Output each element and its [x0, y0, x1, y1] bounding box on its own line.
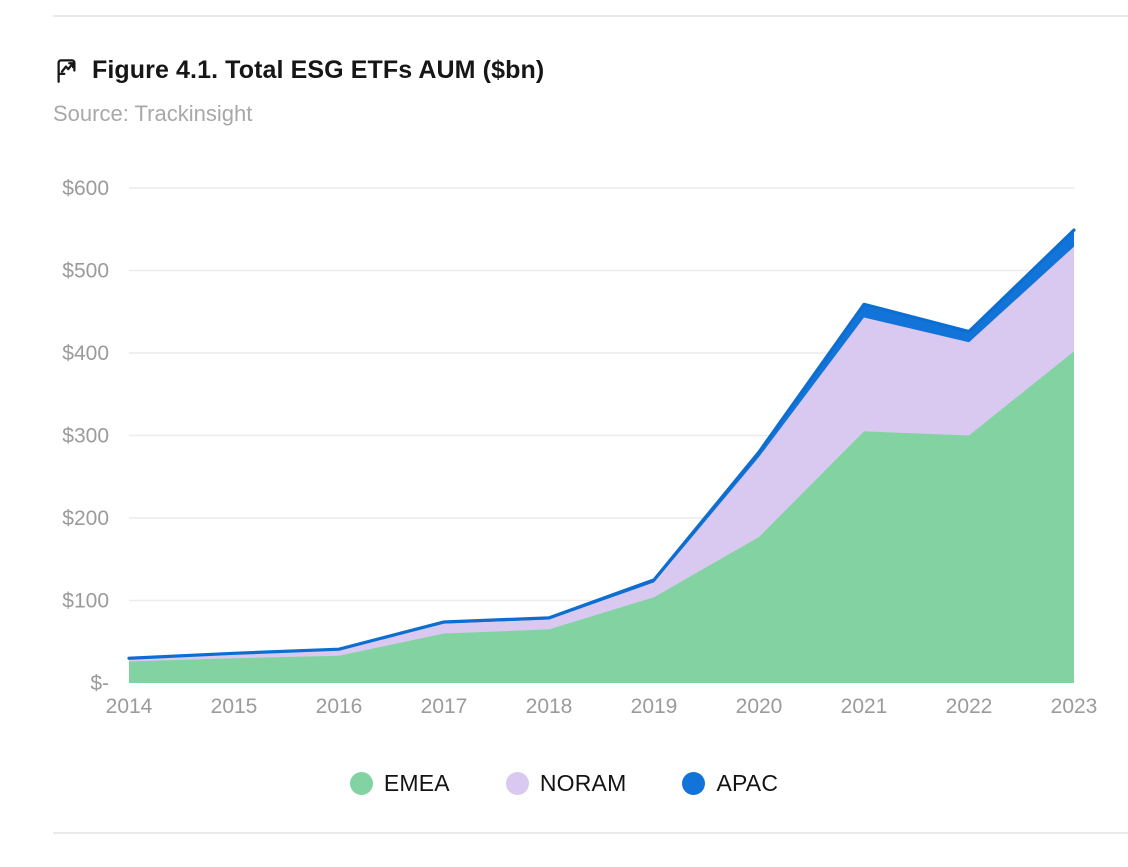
legend-item-noram: NORAM [505, 770, 627, 797]
bottom-divider [53, 832, 1128, 834]
chart-header: Figure 4.1. Total ESG ETFs AUM ($bn) [53, 56, 544, 85]
x-tick-label: 2020 [736, 695, 783, 718]
page-title: Figure 4.1. Total ESG ETFs AUM ($bn) [92, 56, 545, 84]
y-tick-label: $100 [62, 590, 109, 613]
x-tick-label: 2022 [946, 695, 993, 718]
chart-source: Source: Trackinsight [53, 101, 253, 126]
chart-legend: EMEA NORAM APAC [0, 770, 1128, 797]
legend-label: APAC [716, 770, 779, 796]
legend-item-emea: EMEA [349, 770, 450, 797]
x-tick-label: 2019 [631, 695, 678, 718]
x-tick-label: 2021 [841, 695, 888, 718]
flag-chart-icon [57, 59, 76, 83]
legend-dot-apac [682, 772, 706, 795]
legend-dot-noram [505, 772, 529, 795]
x-tick-label: 2018 [526, 695, 573, 718]
x-tick-label: 2015 [211, 695, 258, 718]
y-tick-label: $500 [62, 260, 109, 283]
area-emea [129, 351, 1074, 683]
legend-dot-emea [349, 772, 373, 795]
legend-label: EMEA [383, 770, 450, 796]
y-tick-label: $300 [62, 425, 109, 448]
y-tick-label: $- [90, 672, 109, 695]
x-tick-label: 2023 [1051, 695, 1098, 718]
y-tick-label: $200 [62, 507, 109, 530]
legend-label: NORAM [539, 770, 627, 796]
x-tick-label: 2017 [421, 695, 468, 718]
y-tick-label: $600 [62, 177, 109, 200]
x-tick-label: 2016 [316, 695, 363, 718]
total-line [127, 228, 1076, 660]
x-tick-label: 2014 [106, 695, 153, 718]
top-divider [53, 15, 1128, 17]
legend-item-apac: APAC [682, 770, 778, 797]
y-tick-label: $400 [62, 342, 109, 365]
